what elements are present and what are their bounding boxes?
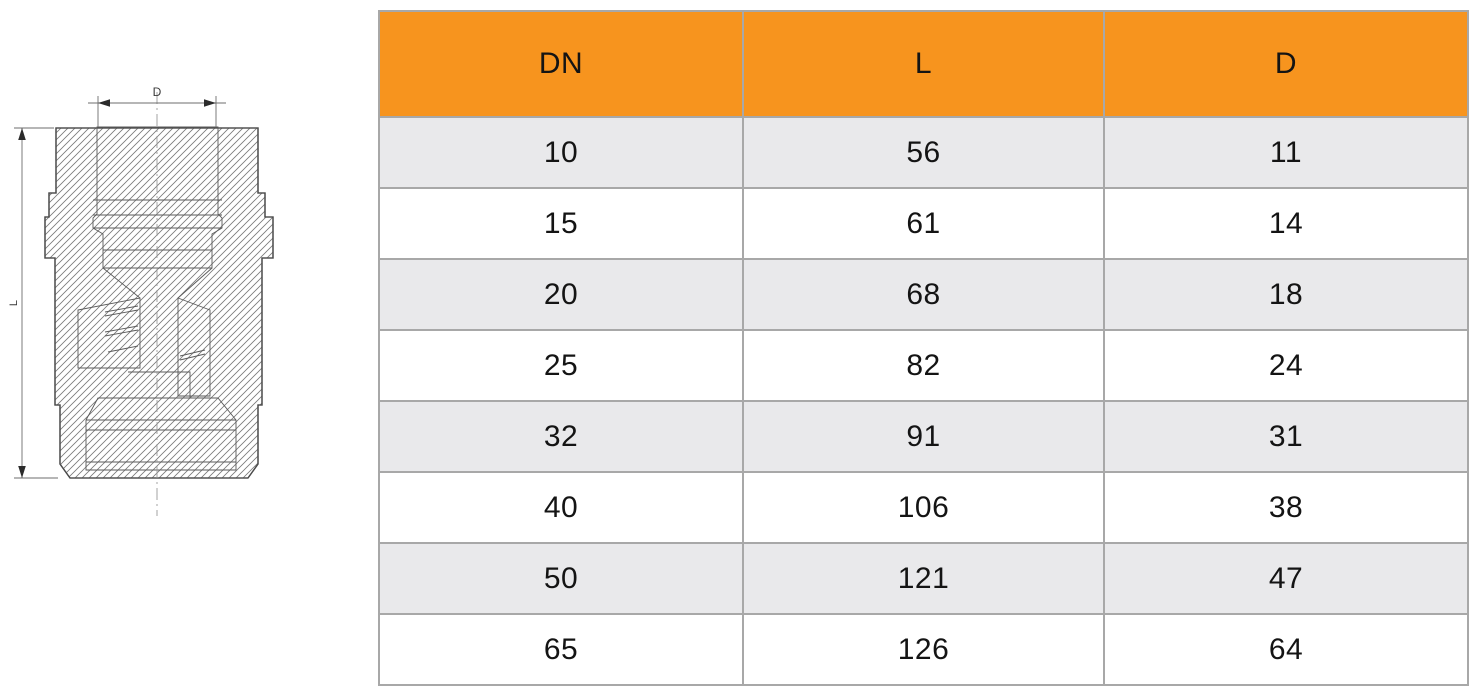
cell-l: 68 xyxy=(742,258,1105,331)
cell-d: 47 xyxy=(1103,542,1469,615)
dimension-d: D xyxy=(88,85,226,127)
spring-coils xyxy=(104,305,206,361)
valve-technical-drawing: D L xyxy=(0,0,360,697)
table-row: 15 61 14 xyxy=(378,187,1469,260)
dimension-label-d: D xyxy=(153,85,162,99)
cell-d: 38 xyxy=(1103,471,1469,544)
cell-dn: 40 xyxy=(378,471,744,544)
cell-l: 106 xyxy=(742,471,1105,544)
table-row: 20 68 18 xyxy=(378,258,1469,331)
table-row: 10 56 11 xyxy=(378,116,1469,189)
cell-d: 11 xyxy=(1103,116,1469,189)
cell-dn: 25 xyxy=(378,329,744,402)
table-row: 40 106 38 xyxy=(378,471,1469,544)
table-row: 50 121 47 xyxy=(378,542,1469,615)
cell-d: 14 xyxy=(1103,187,1469,260)
header-cell-d: D xyxy=(1103,10,1469,118)
table-row: 25 82 24 xyxy=(378,329,1469,402)
dimension-label-l: L xyxy=(8,300,20,306)
valve-cross-section-svg: D L xyxy=(8,85,274,516)
dimension-table: DN L D 10 56 11 15 61 14 20 68 18 25 xyxy=(378,10,1469,686)
cell-l: 82 xyxy=(742,329,1105,402)
cell-dn: 10 xyxy=(378,116,744,189)
valve-internals xyxy=(77,267,213,399)
cell-l: 56 xyxy=(742,116,1105,189)
cell-d: 18 xyxy=(1103,258,1469,331)
table-header-row: DN L D xyxy=(378,10,1469,118)
cell-d: 64 xyxy=(1103,613,1469,686)
cell-dn: 32 xyxy=(378,400,744,473)
cell-dn: 20 xyxy=(378,258,744,331)
table-row: 65 126 64 xyxy=(378,613,1469,686)
cell-d: 24 xyxy=(1103,329,1469,402)
table-row: 32 91 31 xyxy=(378,400,1469,473)
cell-l: 121 xyxy=(742,542,1105,615)
cell-l: 91 xyxy=(742,400,1105,473)
cell-dn: 15 xyxy=(378,187,744,260)
cell-d: 31 xyxy=(1103,400,1469,473)
valve-body-section xyxy=(44,127,274,479)
cell-l: 126 xyxy=(742,613,1105,686)
header-cell-dn: DN xyxy=(378,10,744,118)
bottom-port-cavity xyxy=(85,397,237,471)
cell-l: 61 xyxy=(742,187,1105,260)
cell-dn: 65 xyxy=(378,613,744,686)
cell-dn: 50 xyxy=(378,542,744,615)
header-cell-l: L xyxy=(742,10,1105,118)
dimension-l: L xyxy=(8,127,58,479)
